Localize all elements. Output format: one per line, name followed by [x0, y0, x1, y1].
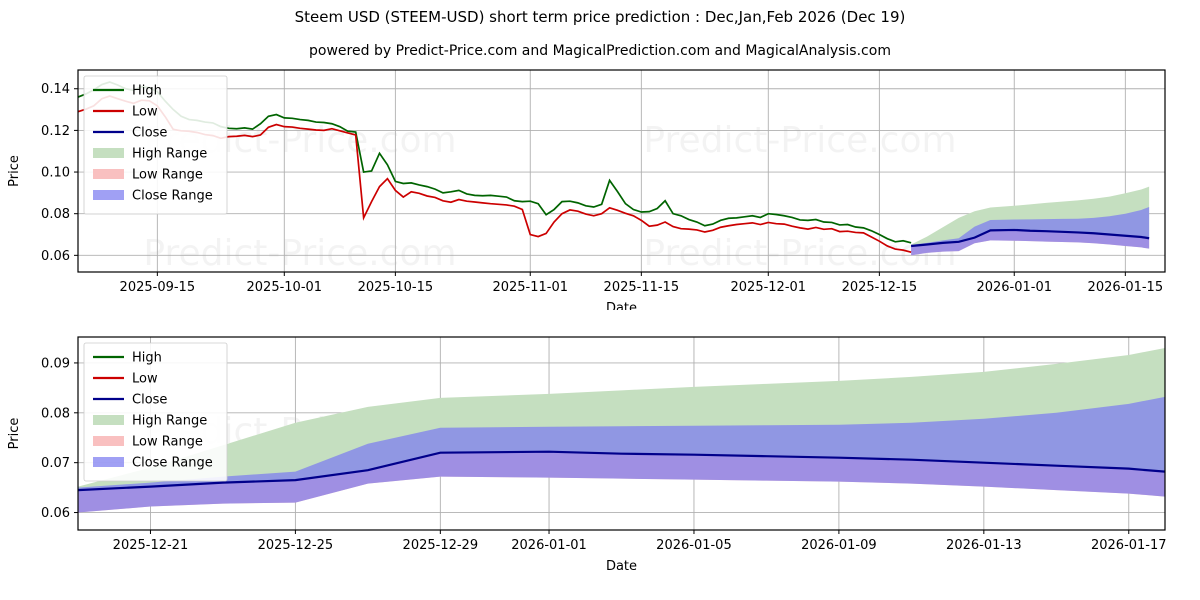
legend-item-label: Low: [132, 372, 158, 387]
legend-band-swatch: [93, 148, 124, 158]
x-tick-label: 2026-01-17: [1091, 538, 1167, 553]
legend-item-label: High: [132, 84, 162, 99]
x-tick-label: 2026-01-15: [1088, 280, 1164, 295]
legend-item-label: Close: [132, 126, 167, 141]
legend-band-swatch: [93, 457, 124, 467]
x-tick-label: 2025-12-01: [731, 280, 807, 295]
x-axis-label: Date: [606, 559, 637, 574]
x-tick-label: 2026-01-01: [511, 538, 587, 553]
y-tick-label: 0.10: [41, 166, 70, 181]
y-axis: 0.06 0.07 0.08 0.09: [41, 356, 78, 521]
legend-item-label: High Range: [132, 414, 207, 429]
legend-band-swatch: [93, 169, 124, 179]
plot-frame: [77, 69, 1166, 273]
x-axis: 2025-09-15 2025-10-01 2025-10-15 2025-11-01…: [120, 272, 1164, 295]
chart-legend: High Low Close High Range Low Range Close Ran…: [83, 75, 228, 215]
y-axis: 0.06 0.08 0.10 0.12 0.14: [41, 82, 78, 264]
legend-item-label: Low: [132, 105, 158, 120]
x-tick-label: 2025-11-01: [492, 280, 568, 295]
page-subtitle: powered by Predict-Price.com and Magical…: [309, 43, 891, 59]
legend-band-swatch: [93, 436, 124, 446]
x-tick-label: 2025-12-21: [113, 538, 189, 553]
x-tick-label: 2026-01-05: [656, 538, 732, 553]
page-title: Steem USD (STEEM-USD) short term price p…: [294, 8, 906, 26]
x-tick-label: 2025-12-29: [403, 538, 479, 553]
legend-item-label: Close Range: [132, 456, 213, 471]
y-axis-label: Price: [7, 418, 22, 450]
watermark: Predict-Price.com Predict-Price.com Predic…: [143, 120, 956, 274]
svg-text:Predict-Price.com: Predict-Price.com: [643, 233, 956, 274]
chart-legend: High Low Close High Range Low Range Close Ran…: [83, 342, 228, 482]
y-tick-label: 0.06: [41, 249, 70, 264]
legend-band-swatch: [93, 415, 124, 425]
legend-item-label: High Range: [132, 147, 207, 162]
x-tick-label: 2025-09-15: [120, 280, 196, 295]
y-tick-label: 0.08: [41, 207, 70, 222]
legend-item-label: Close Range: [132, 189, 213, 204]
y-axis-label: Price: [7, 155, 22, 187]
svg-text:Predict-Price.com: Predict-Price.com: [643, 120, 956, 161]
overview-chart: Predict-Price.com Predict-Price.com Predic…: [7, 69, 1166, 310]
legend-item-label: Low Range: [132, 435, 203, 450]
x-tick-label: 2025-10-01: [247, 280, 323, 295]
y-tick-label: 0.08: [41, 406, 70, 421]
svg-text:Predict-Price.com: Predict-Price.com: [143, 233, 456, 274]
x-tick-label: 2026-01-01: [976, 280, 1052, 295]
x-tick-label: 2025-10-15: [358, 280, 434, 295]
y-tick-label: 0.12: [41, 124, 70, 139]
legend-item-label: High: [132, 351, 162, 366]
forecast-zoom-chart: Predict-Price.comPredict-Price.com0.060.…: [7, 336, 1167, 574]
series-lines: [78, 450, 1165, 492]
y-tick-label: 0.14: [41, 82, 70, 97]
close-series-line: [911, 228, 1150, 248]
legend-item-label: Close: [132, 393, 167, 408]
x-tick-label: 2025-12-25: [258, 538, 334, 553]
x-tick-label: 2025-12-15: [842, 280, 918, 295]
y-tick-label: 0.07: [41, 456, 70, 471]
x-tick-label: 2026-01-09: [801, 538, 877, 553]
close-series-line: [78, 450, 1165, 492]
y-tick-label: 0.09: [41, 356, 70, 371]
x-tick-label: 2025-11-15: [604, 280, 680, 295]
x-tick-label: 2026-01-13: [946, 538, 1022, 553]
plot-frame: [77, 336, 1166, 531]
x-axis: 2025-12-21 2025-12-25 2025-12-29 2026-01-01…: [113, 530, 1167, 553]
x-axis-label: Date: [606, 301, 637, 310]
y-tick-label: 0.06: [41, 506, 70, 521]
legend-item-label: Low Range: [132, 168, 203, 183]
legend-band-swatch: [93, 190, 124, 200]
